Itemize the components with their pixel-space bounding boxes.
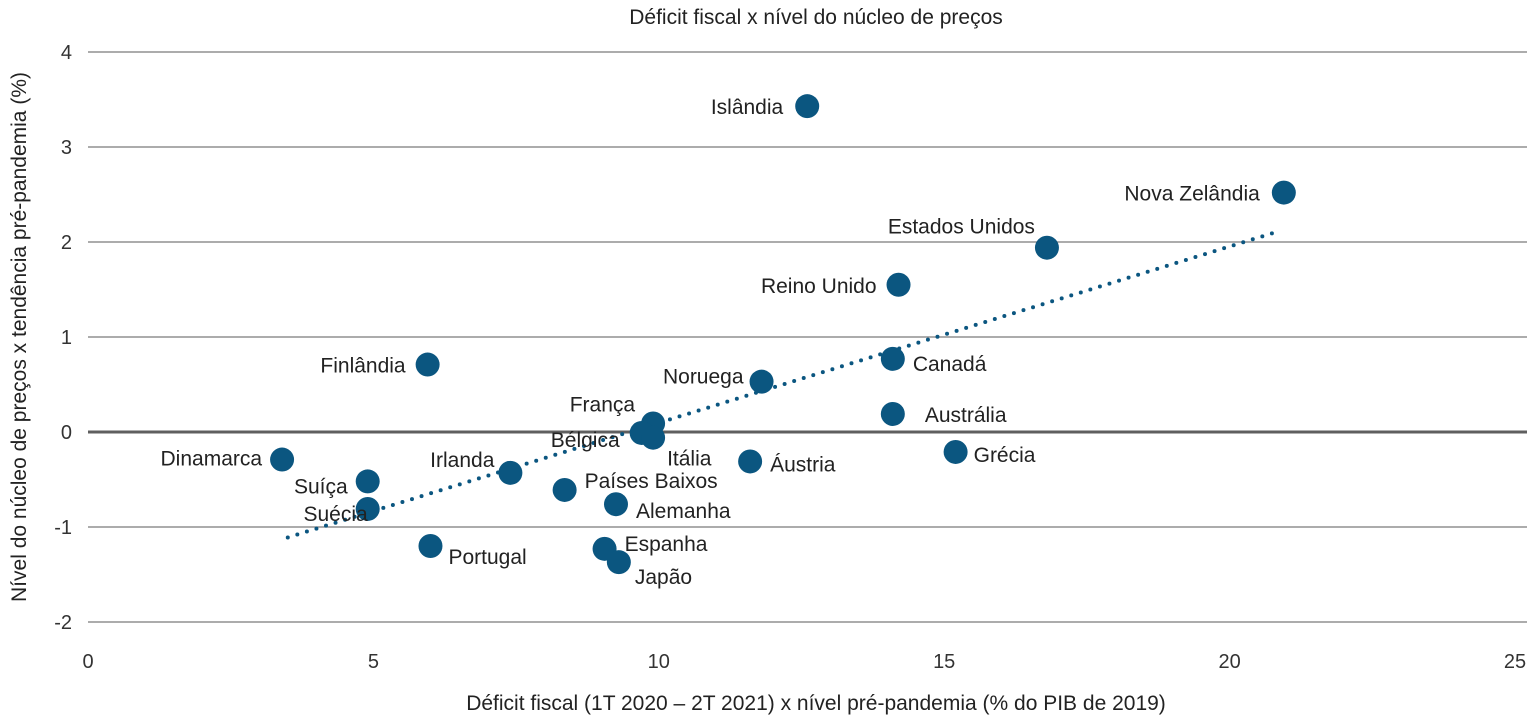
data-point	[886, 272, 911, 297]
data-point	[641, 425, 666, 450]
y-tick-label: 1	[61, 327, 72, 349]
data-point	[418, 534, 443, 558]
data-point	[738, 449, 763, 474]
x-tick-label: 0	[82, 651, 93, 673]
x-tick-label: 25	[1504, 651, 1526, 673]
data-point	[880, 346, 905, 371]
data-point	[355, 469, 380, 494]
point-label: Estados Unidos	[888, 216, 1035, 239]
y-tick-label: 4	[61, 42, 72, 64]
x-tick-label: 10	[648, 651, 670, 673]
point-label: Nova Zelândia	[1124, 183, 1260, 206]
points	[270, 94, 1296, 575]
point-label: Suécia	[303, 503, 368, 526]
point-labels: Islândia Nova Zelândia Estados Unidos Reino…	[161, 96, 1261, 589]
data-point	[270, 447, 295, 472]
point-label: Japão	[635, 566, 692, 589]
y-axis-ticks: -2 -1 0 1 2 3 4	[54, 42, 72, 634]
point-label: Portugal	[448, 546, 526, 569]
y-tick-label: -2	[54, 612, 72, 634]
data-point	[1034, 235, 1059, 260]
data-point	[880, 401, 905, 426]
point-label: Irlanda	[430, 449, 495, 472]
point-label: França	[570, 393, 636, 416]
point-label: Noruega	[663, 366, 744, 389]
point-label: Austrália	[925, 404, 1007, 427]
x-axis-ticks: 0 5 10 15 20 25	[82, 651, 1526, 673]
point-label: Grécia	[974, 444, 1036, 467]
x-tick-label: 5	[368, 651, 379, 673]
data-point	[1271, 180, 1296, 205]
point-label: Finlândia	[320, 355, 406, 378]
point-label: Canadá	[913, 353, 987, 376]
data-point	[355, 496, 380, 521]
point-label: Islândia	[711, 96, 784, 119]
y-tick-label: 3	[61, 137, 72, 159]
point-label: Bélgica	[551, 429, 620, 452]
y-tick-label: 2	[61, 232, 72, 254]
point-label: Dinamarca	[161, 448, 263, 471]
y-tick-label: -1	[54, 517, 72, 539]
y-tick-label: 0	[61, 422, 72, 444]
data-point	[795, 94, 820, 119]
point-label: Suíça	[294, 475, 348, 498]
chart-title: Déficit fiscal x nível do núcleo de preç…	[629, 6, 1003, 29]
data-point	[603, 492, 628, 517]
trendline	[285, 228, 1283, 540]
point-label: Países Baixos	[585, 470, 718, 493]
point-label: Itália	[667, 448, 712, 471]
point-label: Áustria	[770, 453, 836, 476]
data-point	[498, 460, 523, 485]
x-axis-label: Déficit fiscal (1T 2020 – 2T 2021) x nív…	[466, 692, 1166, 715]
point-label: Reino Unido	[761, 275, 877, 298]
x-tick-label: 15	[933, 651, 955, 673]
data-point	[749, 369, 774, 394]
point-label: Alemanha	[636, 500, 731, 523]
data-point	[606, 550, 631, 575]
data-point	[552, 477, 577, 502]
trendline-path	[285, 228, 1283, 540]
grid	[88, 51, 1527, 623]
data-point	[943, 439, 968, 464]
y-axis-label: Nível do núcleo de preços x tendência pr…	[8, 72, 31, 602]
x-tick-label: 20	[1218, 651, 1240, 673]
data-point	[415, 352, 440, 377]
point-label: Espanha	[625, 533, 708, 556]
